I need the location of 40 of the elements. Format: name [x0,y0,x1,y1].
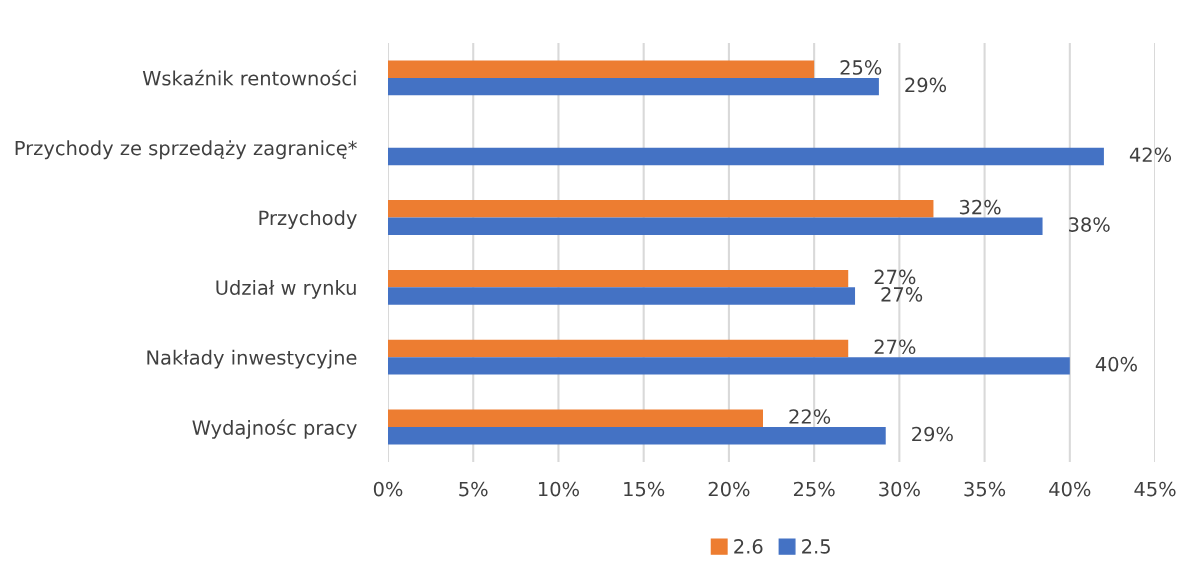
bar [388,409,763,427]
data-label: 22% [789,409,831,424]
y-tick-label: Przychody ze sprzedąży zagranicę* [15,140,357,160]
legend-label: 2.6 [734,539,763,554]
y-tick-label: Udział w rynku [216,279,356,299]
x-tick-label: 15% [624,481,665,497]
x-tick-label: 5% [459,481,488,497]
x-tick-label: 30% [879,481,920,497]
bar [388,287,856,305]
data-label: 32% [959,199,1001,215]
bar [388,200,934,218]
data-label: 29% [905,77,947,93]
data-label: 27% [874,339,916,355]
y-tick-label: Wydajnośc pracy [192,419,357,439]
bar [388,60,815,78]
data-label: 27% [881,287,923,302]
x-tick-label: 35% [964,481,1006,497]
y-tick-label: Wskaźnik rentowności [142,69,356,86]
data-label: 40% [1095,356,1137,372]
bar [388,77,879,96]
x-tick-label: 25% [793,481,835,497]
x-tick-label: 40% [1049,481,1091,497]
x-tick-label: 20% [708,481,750,497]
bar [388,147,1104,166]
y-tick-label: Przychody [259,210,357,229]
y-tick-label: Nakłady inwestycyjne [147,349,357,369]
x-tick-label: 45% [1134,481,1176,497]
bar [388,269,849,288]
bar [388,426,886,445]
data-label: 38% [1069,217,1110,232]
x-tick-label: 0% [373,481,403,497]
legend-label: 2.5 [802,539,830,554]
data-label: 42% [1129,147,1172,163]
bar [388,357,1070,375]
data-label: 25% [840,60,882,75]
data-label: 29% [912,426,953,442]
bar [388,339,849,358]
x-tick-label: 10% [538,481,579,497]
data-label: 27% [874,269,916,285]
bar [388,217,1043,235]
